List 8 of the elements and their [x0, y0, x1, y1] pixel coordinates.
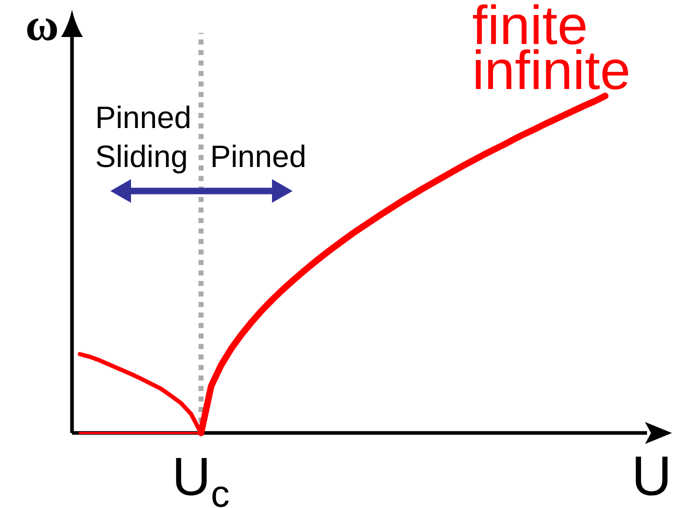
x-axis-title: U: [636, 456, 668, 496]
text: finite: [472, 4, 586, 45]
y-axis-title: ω: [27, 18, 57, 40]
annotation: Pinned: [98, 106, 190, 128]
annotation: Pinned: [212, 144, 304, 168]
annotation: Sliding: [96, 144, 186, 174]
text: U$_{c}$: [176, 458, 229, 508]
text: infinite: [476, 49, 628, 90]
